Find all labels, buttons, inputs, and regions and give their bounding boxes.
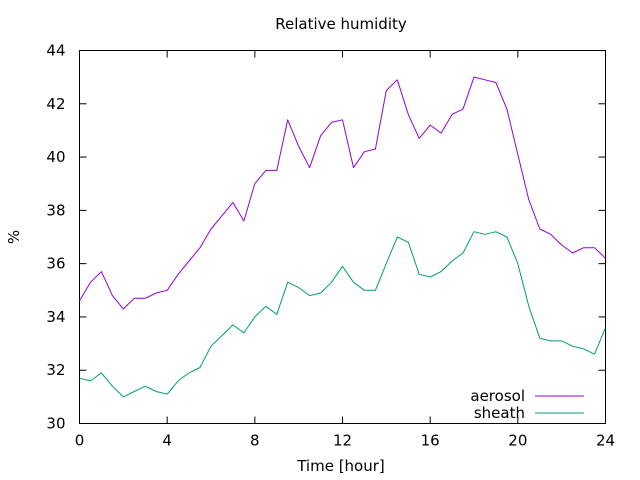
x-tick-label: 4	[162, 432, 172, 450]
y-tick-label: 34	[46, 308, 65, 326]
legend-label-sheath: sheath	[474, 404, 525, 422]
y-axis-label: %	[5, 230, 23, 244]
x-axis-label: Time [hour]	[296, 457, 385, 475]
x-tick-label: 0	[75, 432, 85, 450]
y-tick-label: 36	[46, 255, 65, 273]
y-tick-label: 32	[46, 361, 65, 379]
y-tick-label: 42	[46, 95, 65, 113]
x-tick-label: 24	[596, 432, 615, 450]
series-line-sheath	[79, 231, 606, 398]
x-tick-label: 16	[421, 432, 440, 450]
series-group	[79, 76, 606, 398]
legend-label-aerosol: aerosol	[470, 387, 525, 405]
y-tick-label: 40	[46, 148, 65, 166]
x-tick-label: 12	[333, 432, 352, 450]
y-tick-label: 30	[46, 415, 65, 433]
tick-group: 0 4 8 12 16 20 24 30 32 34 36 38 40 42 44	[46, 42, 615, 450]
x-tick-label: 8	[250, 432, 260, 450]
y-tick-label: 44	[46, 42, 65, 60]
x-tick-label: 20	[508, 432, 527, 450]
y-tick-label: 38	[46, 201, 65, 219]
chart-title: Relative humidity	[275, 15, 407, 33]
series-line-aerosol	[79, 76, 606, 310]
